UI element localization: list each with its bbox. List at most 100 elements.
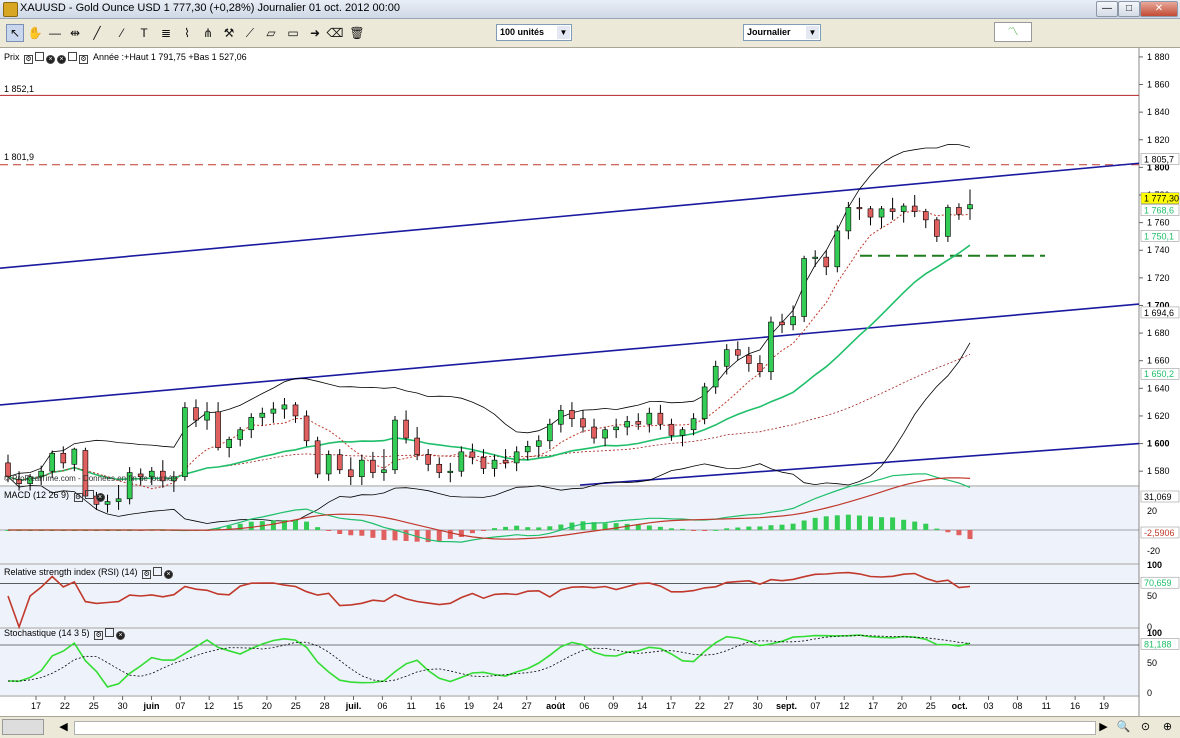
macd-histogram-bar [480, 530, 486, 531]
wrench-icon[interactable]: ⚙ [24, 55, 34, 64]
macd-histogram-bar [558, 524, 564, 530]
window-icon[interactable] [153, 567, 163, 576]
macd-histogram-bar [735, 527, 741, 530]
close-icon[interactable]: × [95, 493, 105, 502]
scroll-left-icon[interactable]: ◀ [59, 721, 68, 733]
period-select[interactable]: Journalier ▼ [743, 24, 821, 41]
stoch-value-tag [1140, 638, 1180, 650]
indicators-icon[interactable]: 〽︎ [994, 22, 1032, 42]
pitchfork-icon[interactable]: ⋔ [202, 26, 214, 40]
rectangle-icon[interactable]: ▭ [287, 26, 299, 40]
wrench-icon[interactable]: ⚙ [79, 55, 89, 64]
price-value-tag [1140, 153, 1180, 165]
stoch-value-tag-text: 81,188 [1144, 639, 1172, 649]
candle [967, 204, 973, 210]
fibonacci-icon[interactable]: ≣ [160, 26, 172, 40]
macd-histogram-bar [757, 526, 763, 530]
eraser-icon[interactable]: ⌫ [326, 26, 344, 40]
x-axis-label: 16 [435, 701, 445, 711]
watermark: © ProRealTime.com - Données en fin de jo… [4, 474, 177, 483]
ray-icon[interactable]: ⁄ [120, 26, 123, 40]
macd-histogram-bar [790, 523, 796, 530]
candle [436, 463, 443, 473]
rsi-line [7, 571, 971, 630]
macd-histogram-bar [492, 528, 498, 530]
candle [193, 407, 199, 421]
x-axis-label: 30 [753, 701, 763, 711]
line-draw-icon[interactable]: ⚒ [223, 26, 235, 40]
trash-icon[interactable]: 🗑 [349, 26, 365, 40]
horizontal-line-icon[interactable]: — [49, 26, 61, 40]
scroll-right-icon[interactable]: ▶ [1099, 721, 1108, 733]
bollinger-lower [7, 342, 971, 524]
window-icon[interactable] [105, 628, 115, 637]
macd-histogram-bar [337, 530, 343, 535]
candle [613, 426, 619, 431]
zoom-in-icon[interactable]: ⊕ [1162, 721, 1173, 733]
x-axis-label: 06 [579, 701, 589, 711]
price-tick-label: 1 720 [1147, 273, 1170, 283]
wrench-icon[interactable]: ⚙ [94, 631, 104, 640]
trendline-icon[interactable]: ╱ [93, 26, 101, 40]
window-icon[interactable] [68, 52, 78, 61]
x-axis-label: 17 [666, 701, 676, 711]
macd-histogram-bar [812, 517, 818, 530]
wrench-icon[interactable]: ⚙ [73, 493, 83, 502]
macd-histogram-bar [248, 521, 254, 530]
maximize-button[interactable]: □ [1118, 1, 1140, 17]
fan-icon[interactable]: ⟋ [245, 26, 255, 40]
macd-histogram-bar [536, 527, 542, 530]
candle [856, 207, 863, 210]
price-tick-label: 1 700 [1147, 300, 1170, 310]
ma7-dotted [7, 209, 971, 490]
horizontal-scrollbar[interactable]: ◀ ▶ 🔍 ⊙ ⊕ [0, 716, 1180, 738]
macd-histogram-bar [823, 516, 829, 530]
close-icon[interactable]: × [116, 631, 126, 640]
x-axis-label: 27 [522, 701, 532, 711]
macd-histogram-bar [867, 516, 873, 530]
macd-histogram-bar [237, 523, 243, 530]
text-icon[interactable]: T [140, 26, 148, 40]
channel-upper-line [0, 162, 1140, 269]
macd-histogram-bar [945, 530, 951, 533]
zoom-out-icon[interactable]: 🔍 [1116, 721, 1131, 733]
window-icon[interactable] [84, 490, 94, 499]
vertical-line-icon[interactable]: ⇹ [69, 26, 81, 40]
zigzag-icon[interactable]: ⌇ [184, 26, 190, 40]
macd-histogram-bar [657, 526, 663, 530]
wrench-icon[interactable]: ⚙ [142, 570, 152, 579]
x-axis-label: 12 [204, 701, 214, 711]
zoom-reset-icon[interactable]: ⊙ [1140, 721, 1151, 733]
candle [104, 501, 111, 505]
candle [624, 421, 631, 428]
macd-histogram-bar [381, 530, 387, 541]
price-value-tag-text: 1 768,6 [1144, 206, 1174, 216]
shapes-icon[interactable]: ▱ [266, 26, 276, 40]
candle [834, 230, 841, 268]
scroll-handle[interactable] [2, 719, 44, 735]
close-icon[interactable]: × [164, 570, 174, 579]
pointer-icon[interactable]: ↖ [6, 24, 24, 42]
candle [403, 419, 409, 439]
scroll-track[interactable] [74, 721, 1096, 735]
macd-histogram-bar [580, 521, 586, 530]
close-button[interactable]: ✕ [1140, 1, 1178, 17]
close-icon[interactable]: × [46, 55, 56, 64]
hand-icon[interactable]: ✋ [27, 26, 43, 40]
candle [657, 412, 664, 425]
minimize-button[interactable]: — [1096, 1, 1118, 17]
candle [889, 208, 896, 212]
close-icon[interactable]: × [57, 55, 67, 64]
macd-histogram-bar [613, 523, 619, 530]
candle [591, 426, 597, 439]
candle [569, 410, 575, 420]
arrow-icon[interactable]: ➜ [309, 26, 321, 40]
window-icon[interactable] [35, 52, 45, 61]
x-axis-label: 19 [1099, 701, 1109, 711]
macd-histogram-bar [967, 530, 973, 540]
units-select[interactable]: 100 unités ▼ [496, 24, 572, 41]
candle [115, 498, 122, 502]
stoch-tick-label: 0 [1147, 688, 1152, 698]
